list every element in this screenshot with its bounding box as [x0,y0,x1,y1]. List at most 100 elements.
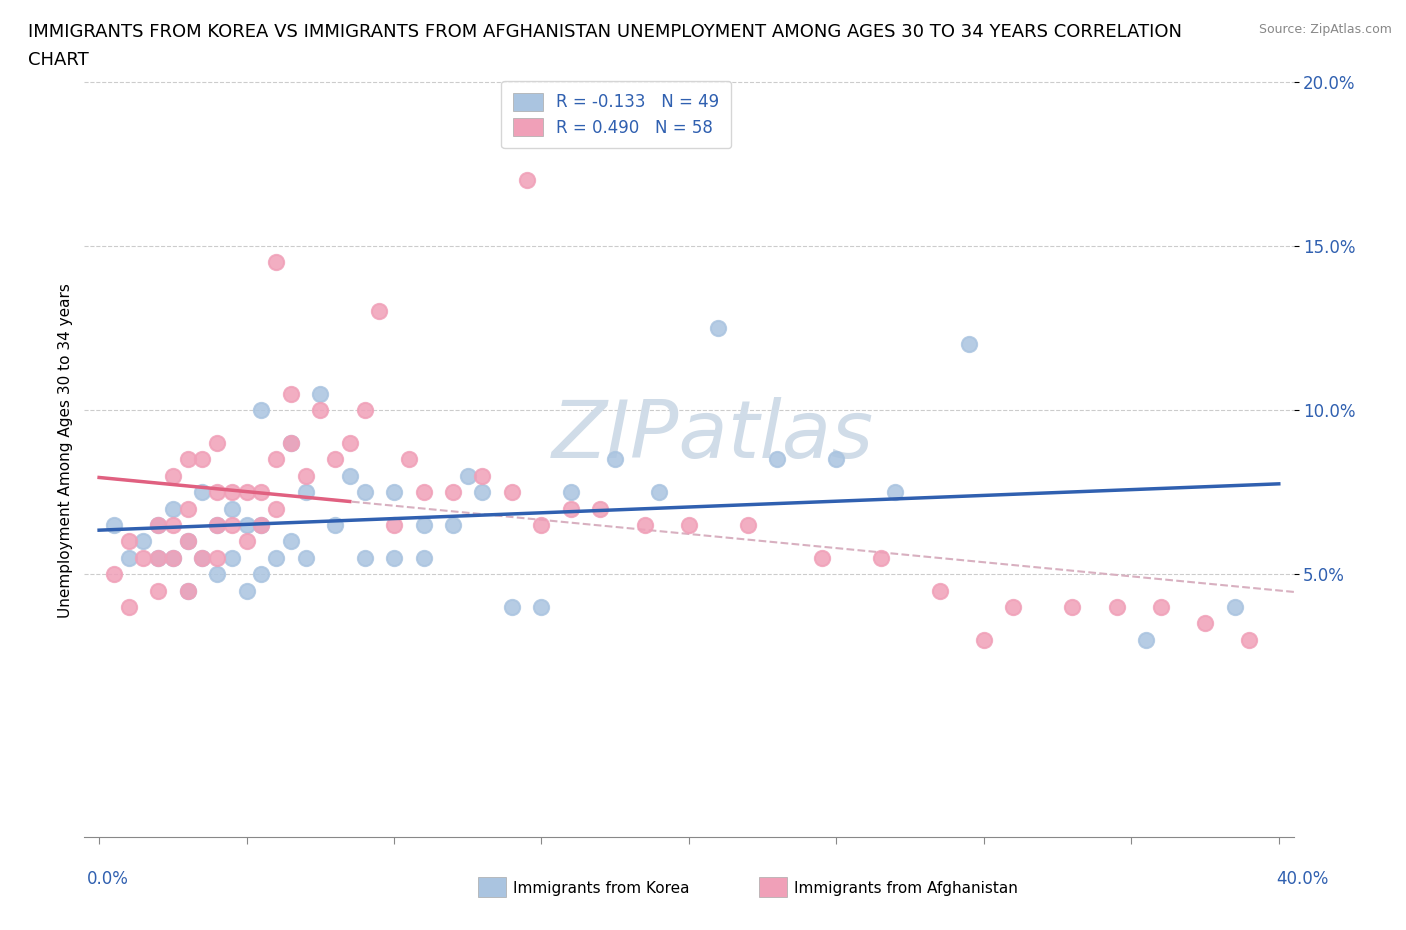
Point [353,551,375,565]
Point [382,517,405,532]
Point [280,435,302,450]
Point [589,501,612,516]
Point [117,534,139,549]
Point [146,517,169,532]
Point [957,337,980,352]
Text: Source: ZipAtlas.com: Source: ZipAtlas.com [1258,23,1392,36]
Point [264,551,287,565]
Point [146,517,169,532]
Point [280,534,302,549]
Point [1223,600,1246,615]
Point [235,583,257,598]
Point [471,485,494,499]
Point [825,452,848,467]
Point [1062,600,1084,615]
Point [176,534,198,549]
Point [205,517,228,532]
Point [1135,632,1157,647]
Point [707,321,730,336]
Text: Immigrants from Afghanistan: Immigrants from Afghanistan [794,881,1018,896]
Point [176,452,198,467]
Legend: R = -0.133   N = 49, R = 0.490   N = 58: R = -0.133 N = 49, R = 0.490 N = 58 [502,81,731,149]
Point [146,583,169,598]
Point [250,485,273,499]
Point [117,551,139,565]
Point [205,566,228,581]
Point [339,468,361,483]
Text: ZIPatlas: ZIPatlas [553,396,875,474]
Point [634,517,657,532]
Point [221,485,243,499]
Point [162,551,184,565]
Point [309,386,332,401]
Point [191,452,214,467]
Point [678,517,700,532]
Point [250,566,273,581]
Point [412,485,434,499]
Point [176,534,198,549]
Point [412,551,434,565]
Point [471,468,494,483]
Point [235,534,257,549]
Point [235,517,257,532]
Point [884,485,907,499]
Point [280,435,302,450]
Point [294,551,316,565]
Point [398,452,420,467]
Point [309,403,332,418]
Point [412,517,434,532]
Point [1239,632,1261,647]
Point [1194,616,1216,631]
Text: IMMIGRANTS FROM KOREA VS IMMIGRANTS FROM AFGHANISTAN UNEMPLOYMENT AMONG AGES 30 : IMMIGRANTS FROM KOREA VS IMMIGRANTS FROM… [28,23,1182,41]
Point [869,551,891,565]
Text: Immigrants from Korea: Immigrants from Korea [513,881,690,896]
Point [1002,600,1025,615]
Point [205,517,228,532]
Point [250,403,273,418]
Point [103,517,125,532]
Point [146,551,169,565]
Point [605,452,627,467]
Point [294,468,316,483]
Point [280,386,302,401]
Text: 0.0%: 0.0% [87,870,129,887]
Point [973,632,995,647]
Point [516,173,538,188]
Point [235,485,257,499]
Point [648,485,671,499]
Point [162,468,184,483]
Point [928,583,950,598]
Point [1150,600,1173,615]
Point [205,485,228,499]
Point [250,517,273,532]
Point [191,551,214,565]
Point [560,501,582,516]
Point [191,551,214,565]
Point [176,501,198,516]
Point [323,517,346,532]
Point [339,435,361,450]
Point [132,534,155,549]
Point [457,468,479,483]
Point [250,517,273,532]
Text: 40.0%: 40.0% [1277,870,1329,887]
Point [191,485,214,499]
Point [162,551,184,565]
Point [132,551,155,565]
Point [264,255,287,270]
Point [382,485,405,499]
Point [294,485,316,499]
Point [560,485,582,499]
Point [353,485,375,499]
Point [176,583,198,598]
Point [264,501,287,516]
Point [176,583,198,598]
Point [162,501,184,516]
Point [382,551,405,565]
Point [501,600,523,615]
Point [146,551,169,565]
Point [162,517,184,532]
Point [368,304,391,319]
Y-axis label: Unemployment Among Ages 30 to 34 years: Unemployment Among Ages 30 to 34 years [58,284,73,618]
Text: CHART: CHART [28,51,89,69]
